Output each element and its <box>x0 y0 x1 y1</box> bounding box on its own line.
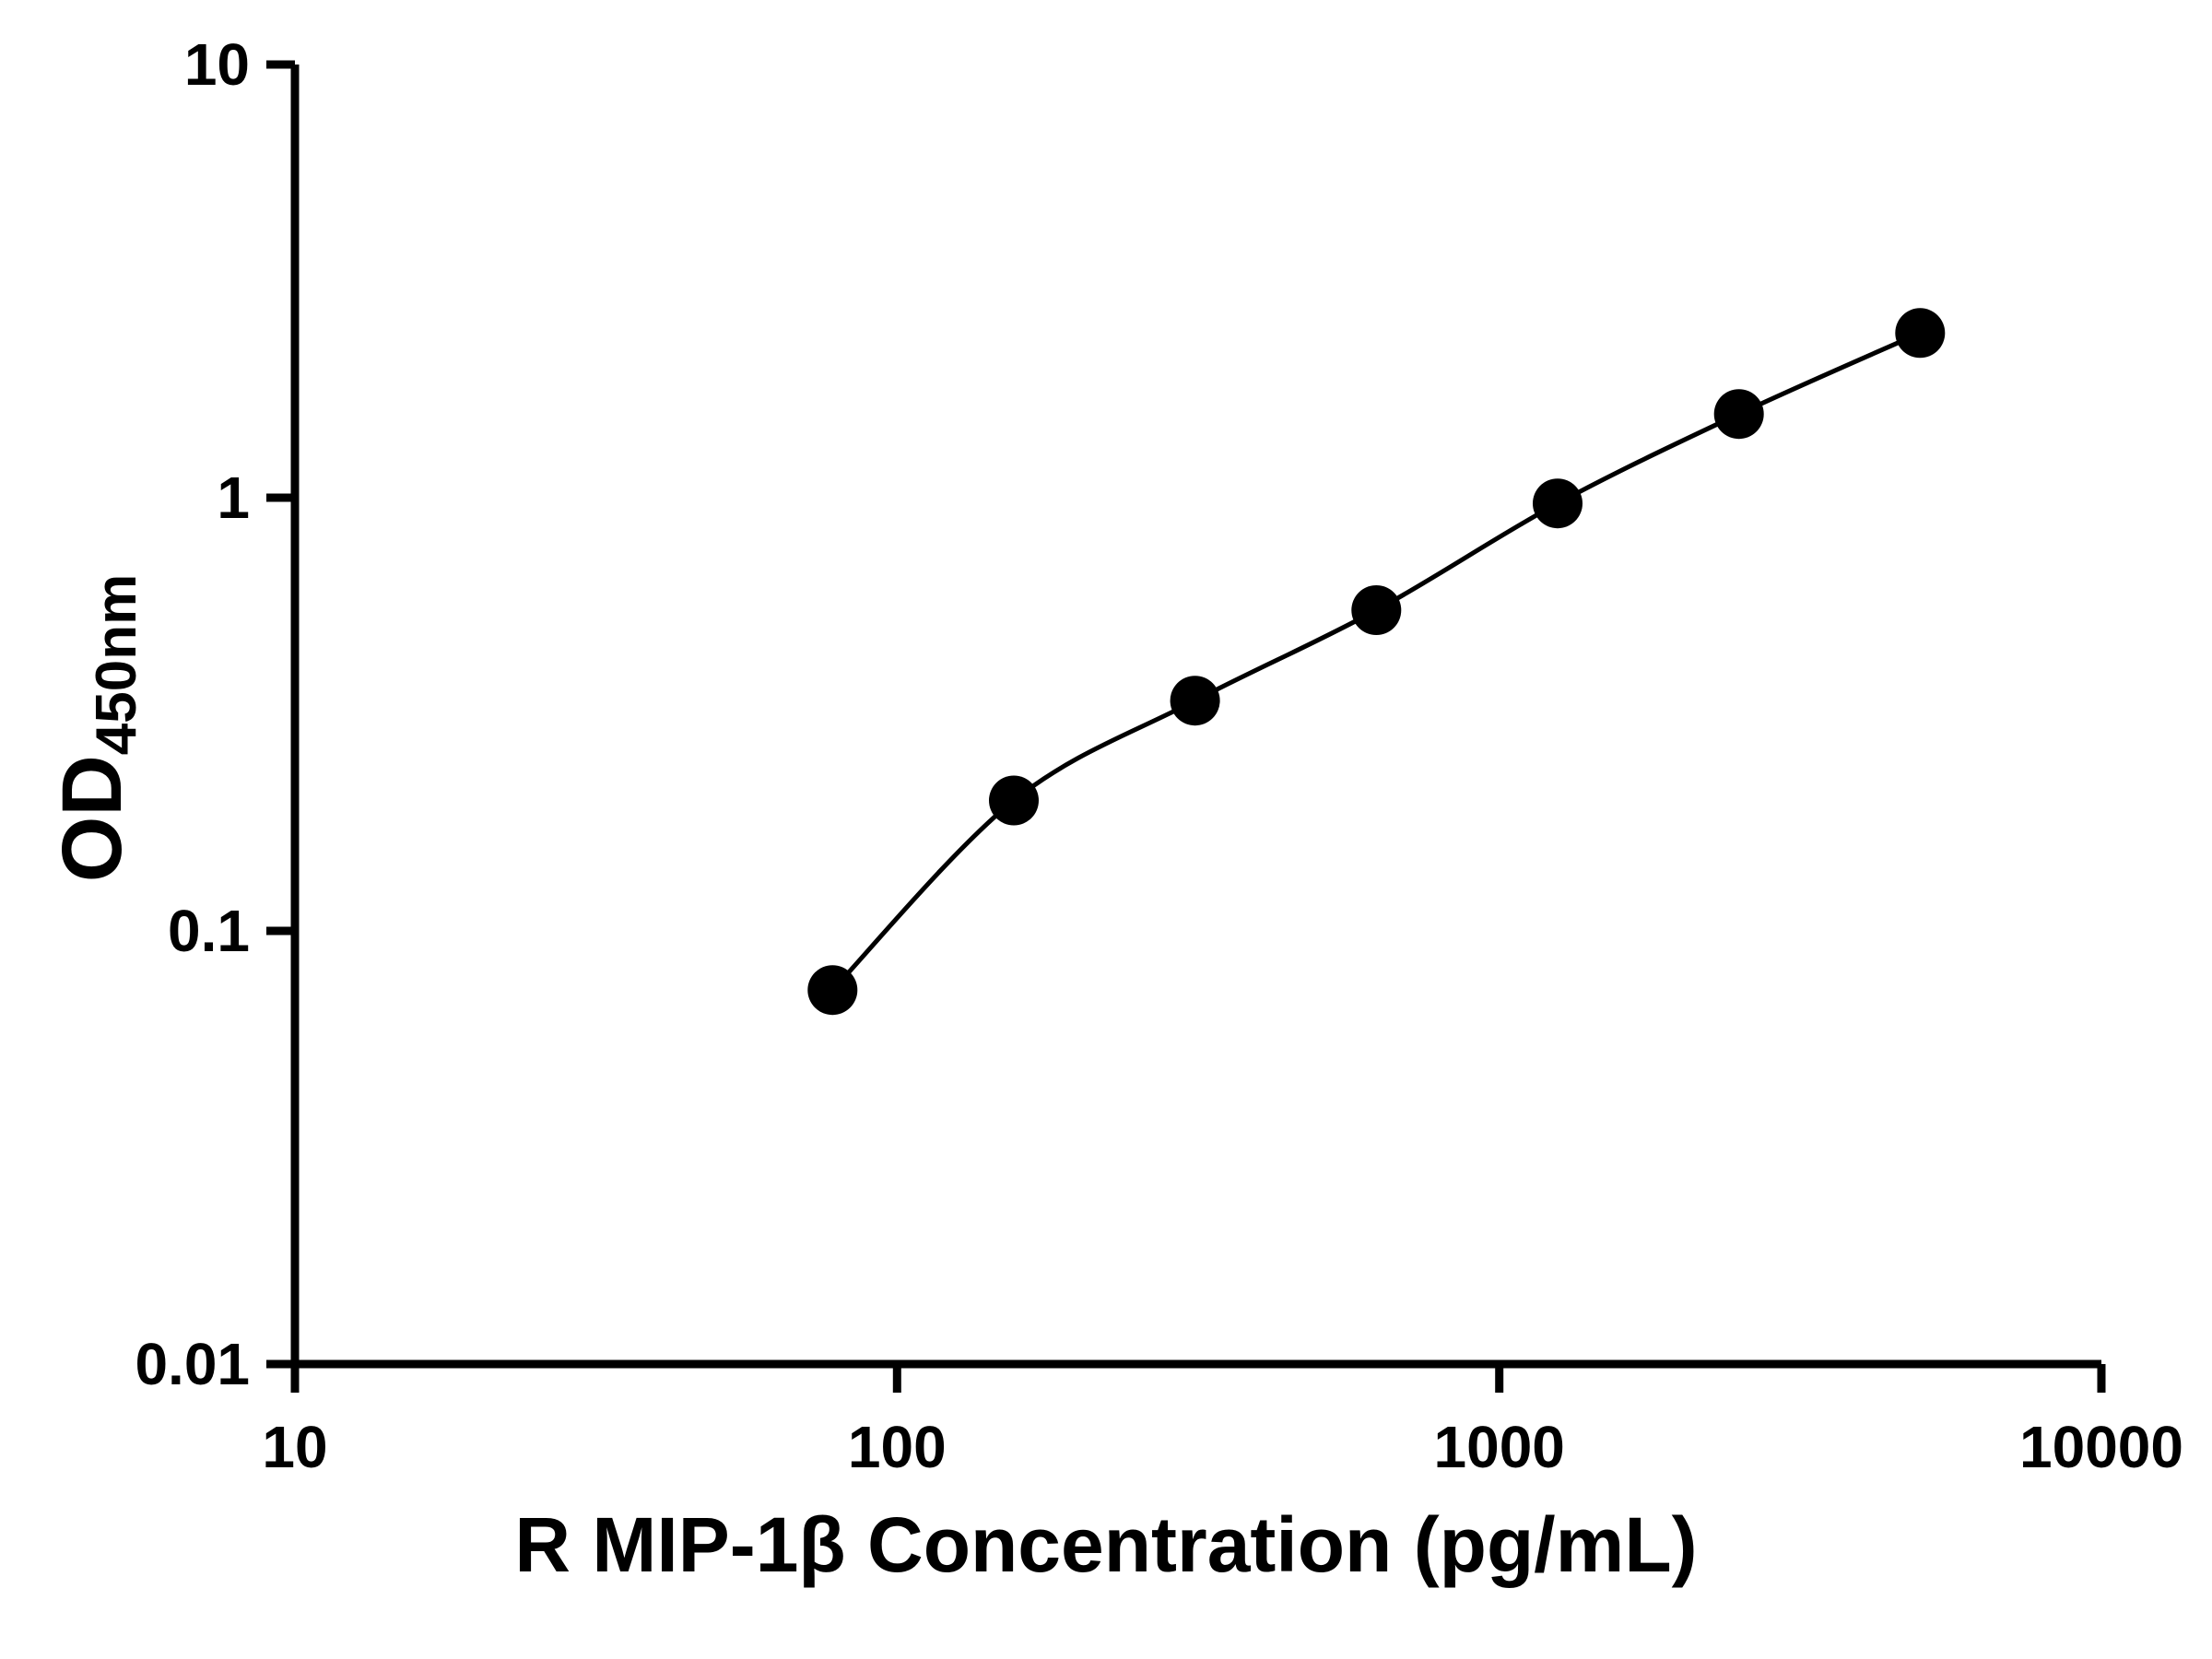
data-point-marker <box>989 775 1039 826</box>
data-point-marker <box>807 965 858 1016</box>
standard-curve-line <box>830 331 1922 992</box>
data-point-marker <box>1533 478 1583 529</box>
x-tick-label: 10 <box>262 1414 327 1480</box>
y-tick-label: 1 <box>217 465 250 531</box>
y-tick-label: 0.1 <box>168 898 250 964</box>
y-axis-title-main: OD <box>45 755 139 883</box>
x-tick-label: 100 <box>848 1414 947 1480</box>
x-tick-label: 10000 <box>2019 1414 2183 1480</box>
data-point-marker <box>1351 585 1402 635</box>
y-axis-title-subscript: 450nm <box>85 573 148 756</box>
x-axis-title: R MIP-1β Concentration (pg/mL) <box>514 1501 1698 1588</box>
y-tick-label: 0.01 <box>135 1331 250 1397</box>
data-point-marker <box>1713 389 1764 440</box>
data-point-marker <box>1170 676 1220 726</box>
data-point-marker <box>1895 308 1946 359</box>
y-axis-title: OD450nm <box>44 574 149 882</box>
y-tick-label: 10 <box>184 31 250 98</box>
x-tick-label: 1000 <box>1434 1414 1565 1480</box>
